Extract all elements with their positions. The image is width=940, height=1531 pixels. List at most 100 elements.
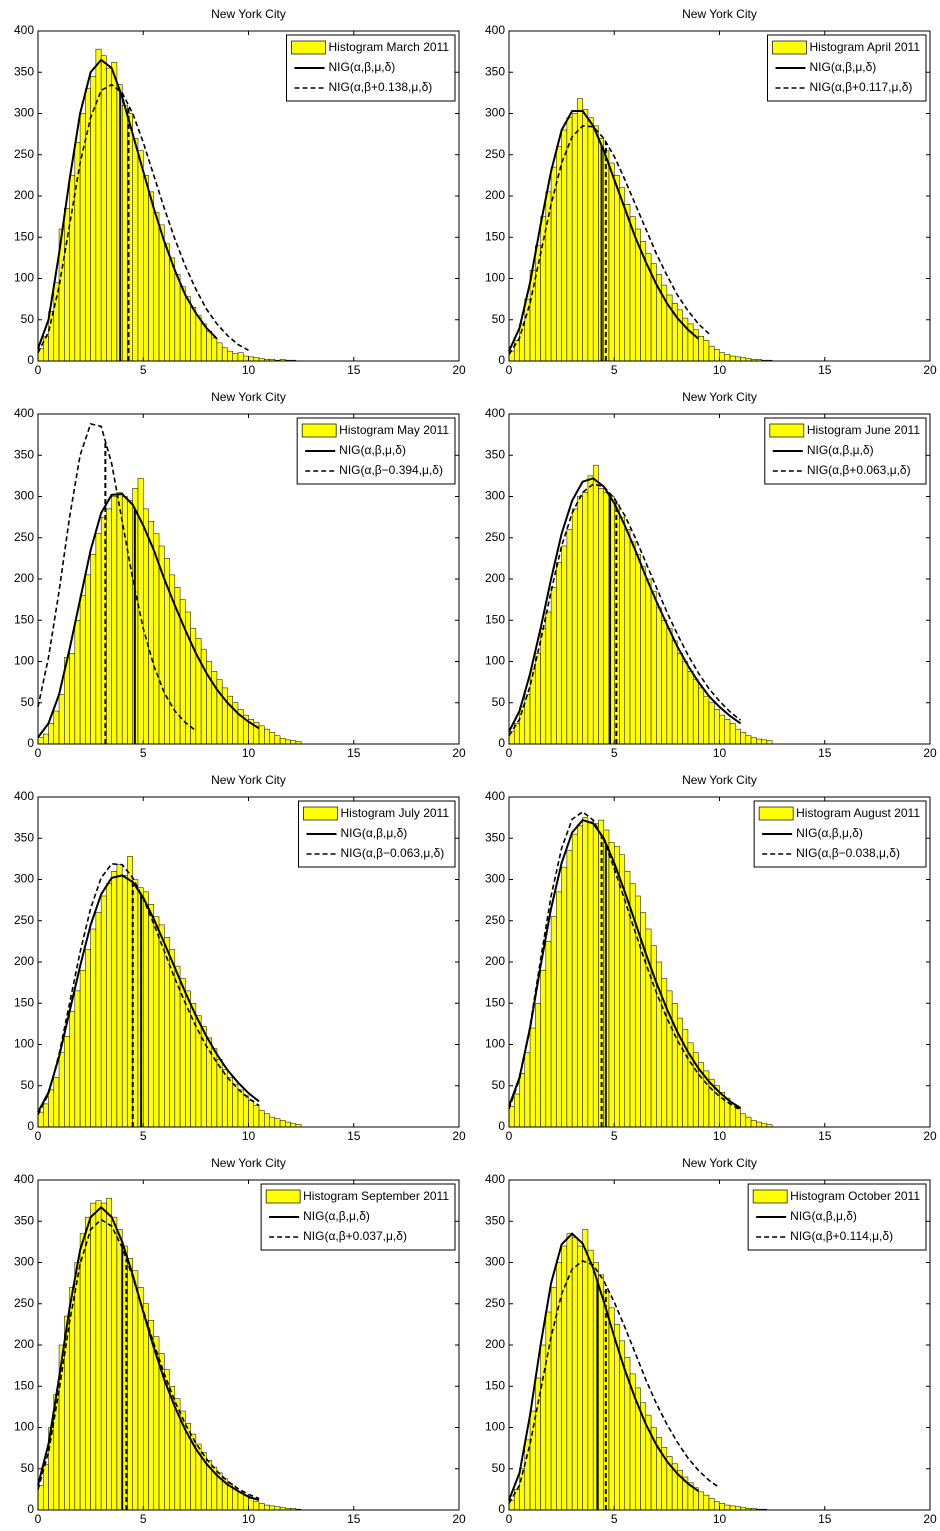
histogram-bar xyxy=(58,1052,65,1128)
histogram-bar xyxy=(237,352,244,362)
y-tick-label: 300 xyxy=(14,1255,34,1269)
histogram-bar xyxy=(571,508,578,745)
histogram-bar xyxy=(729,723,736,745)
x-tick-label: 15 xyxy=(347,363,361,377)
histogram-bar xyxy=(587,475,594,745)
y-tick-label: 150 xyxy=(485,995,505,1009)
fit-curve xyxy=(508,110,700,352)
histogram-bar xyxy=(132,1270,139,1511)
histogram-bar xyxy=(64,1315,70,1511)
y-tick-label: 250 xyxy=(485,530,505,544)
histogram-bar xyxy=(577,1245,583,1511)
histogram-bar xyxy=(603,492,610,745)
x-tick-label: 20 xyxy=(923,363,937,377)
x-tick-label: 5 xyxy=(140,746,147,760)
histogram-bar xyxy=(682,661,689,745)
legend-label: NIG(α,β+0.114,μ,δ) xyxy=(790,1229,893,1243)
histogram-bar xyxy=(137,1287,144,1511)
y-tick-label: 0 xyxy=(498,736,505,750)
histogram-bar xyxy=(524,1439,531,1511)
y-tick-label: 350 xyxy=(485,830,505,844)
x-tick-label: 10 xyxy=(713,363,727,377)
y-tick-label: 150 xyxy=(485,612,505,626)
legend: Histogram July 2011 NIG(α,β,μ,δ) NIG(α,β−0… xyxy=(298,800,456,868)
histogram-bar xyxy=(43,1103,49,1128)
histogram-bar xyxy=(582,492,589,745)
histogram-bar xyxy=(248,1100,255,1128)
legend-label: NIG(α,β,μ,δ) xyxy=(303,1209,370,1223)
legend-label: NIG(α,β,μ,δ) xyxy=(341,826,408,840)
histogram-bar xyxy=(592,823,599,1128)
chart-title: New York City xyxy=(211,1156,286,1170)
histogram-bar xyxy=(185,296,191,362)
histogram-bar xyxy=(153,916,160,1128)
histogram-bar xyxy=(535,1377,541,1511)
histogram-bar xyxy=(724,354,731,362)
x-tick-label: 0 xyxy=(506,1129,513,1143)
histogram-bar xyxy=(561,129,568,362)
histogram-bar xyxy=(106,508,112,745)
histogram-bar xyxy=(127,500,133,745)
histogram-bar xyxy=(619,854,626,1128)
histogram-bar xyxy=(216,1059,223,1128)
histogram-bar xyxy=(148,191,155,362)
histogram-bar xyxy=(556,146,562,362)
y-tick-label: 200 xyxy=(14,571,34,585)
y-tick-label: 100 xyxy=(14,654,34,668)
y-tick-label: 200 xyxy=(485,1337,505,1351)
x-tick-label: 10 xyxy=(242,746,256,760)
histogram-bar xyxy=(85,1216,91,1511)
y-tick-label: 350 xyxy=(485,1213,505,1227)
legend-label: Histogram October 2011 xyxy=(790,1189,920,1203)
histogram-bar xyxy=(519,1468,526,1511)
x-tick-label: 10 xyxy=(713,1512,727,1526)
legend-swatch xyxy=(758,806,794,821)
chart-title: New York City xyxy=(211,7,286,21)
histogram-bar xyxy=(74,990,81,1128)
y-tick-label: 400 xyxy=(485,1172,505,1186)
legend-label: NIG(α,β−0.038,μ,δ) xyxy=(796,846,900,860)
histogram-bar xyxy=(264,1504,270,1511)
histogram-bar xyxy=(666,628,673,745)
x-tick-label: 10 xyxy=(713,1129,727,1143)
histogram-bar xyxy=(43,336,49,362)
histogram-bar xyxy=(169,257,176,362)
x-tick-label: 20 xyxy=(452,363,466,377)
legend-label: Histogram May 2011 xyxy=(339,423,449,437)
histogram-bar xyxy=(148,1320,155,1511)
histogram-bar xyxy=(577,496,583,745)
y-tick-label: 50 xyxy=(21,1078,35,1092)
histogram-bar xyxy=(735,728,741,745)
histogram-bar xyxy=(698,336,704,362)
x-tick-label: 15 xyxy=(818,1129,832,1143)
fit-curve xyxy=(37,1205,260,1502)
histogram-bar xyxy=(713,1501,720,1511)
histogram-bar xyxy=(148,904,155,1128)
histogram-bar xyxy=(571,113,578,362)
histogram-bar xyxy=(90,928,97,1128)
y-tick-label: 100 xyxy=(485,1037,505,1051)
histogram-bar xyxy=(529,1027,536,1128)
histogram-bar xyxy=(556,562,562,745)
histogram-bar xyxy=(514,1093,520,1128)
y-tick-label: 350 xyxy=(14,830,34,844)
histogram-bar xyxy=(608,1307,615,1511)
histogram-bar xyxy=(687,671,694,745)
y-tick-label: 100 xyxy=(485,654,505,668)
y-tick-label: 150 xyxy=(14,1378,34,1392)
histogram-bar xyxy=(53,1077,60,1128)
y-tick-label: 250 xyxy=(485,1296,505,1310)
histogram-bar xyxy=(635,554,641,745)
histogram-bar xyxy=(592,125,599,362)
histogram-bar xyxy=(37,737,44,745)
histogram-bar xyxy=(148,521,155,745)
y-tick-label: 0 xyxy=(27,353,34,367)
histogram-bar xyxy=(79,1233,86,1511)
fit-curve xyxy=(37,1218,260,1500)
histogram-bar xyxy=(106,883,112,1128)
histogram-bar xyxy=(540,628,547,745)
y-tick-label: 400 xyxy=(485,789,505,803)
legend: Histogram March 2011 NIG(α,β,μ,δ) NIG(α,β+… xyxy=(286,34,456,102)
